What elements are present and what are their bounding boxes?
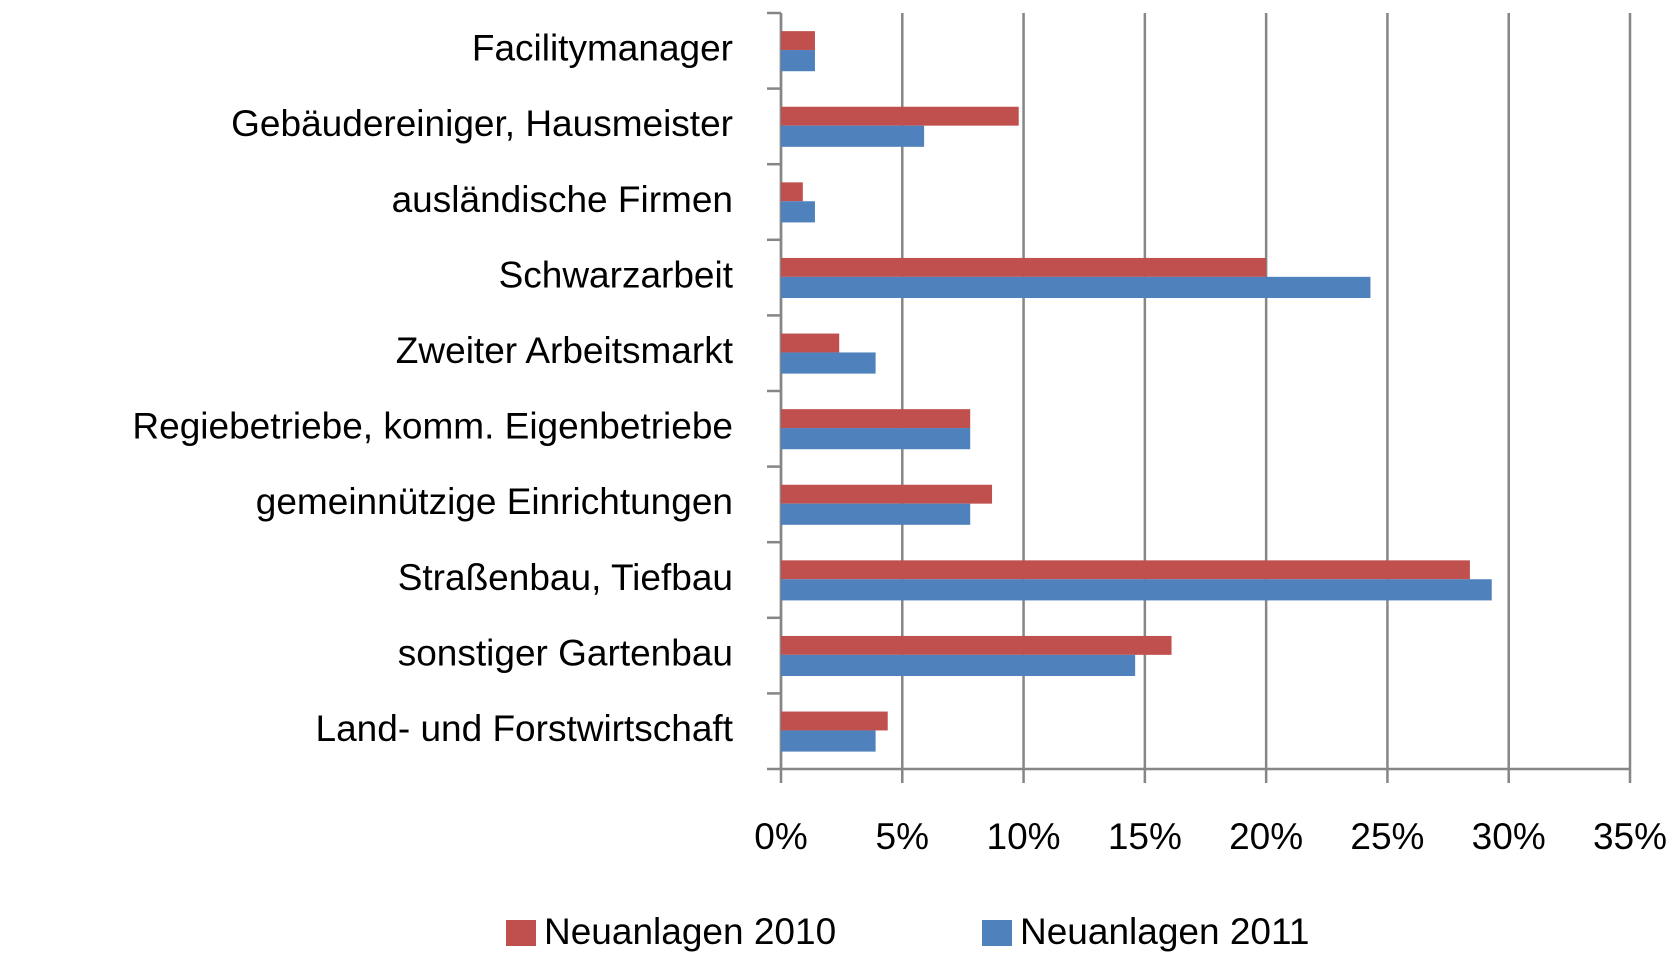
x-tick-label: 20%	[1229, 816, 1303, 857]
y-tick-label: Regiebetriebe, komm. Eigenbetriebe	[132, 406, 733, 447]
bar	[781, 50, 815, 72]
bar	[781, 106, 1019, 126]
bar	[781, 352, 876, 374]
bar	[781, 333, 840, 353]
y-tick-label: Zweiter Arbeitsmarkt	[396, 330, 734, 371]
bar	[781, 125, 925, 147]
x-tick-label: 25%	[1350, 816, 1424, 857]
legend-label: Neuanlagen 2010	[544, 911, 836, 952]
y-tick-label: Land- und Forstwirtschaft	[316, 708, 734, 749]
bar	[781, 201, 815, 223]
bar	[781, 711, 888, 731]
x-tick-label: 5%	[876, 816, 929, 857]
x-tick-label: 10%	[987, 816, 1061, 857]
legend-swatch	[506, 920, 536, 946]
y-tick-label: Gebäudereiniger, Hausmeister	[231, 103, 733, 144]
x-tick-label: 0%	[754, 816, 807, 857]
legend-swatch	[982, 920, 1012, 946]
x-tick-label: 30%	[1472, 816, 1546, 857]
bar	[781, 182, 803, 202]
x-tick-label: 15%	[1108, 816, 1182, 857]
y-tick-label: Schwarzarbeit	[499, 254, 734, 295]
bar	[781, 635, 1172, 655]
x-tick-label: 35%	[1593, 816, 1667, 857]
bar	[781, 730, 876, 752]
legend-label: Neuanlagen 2011	[1020, 911, 1309, 952]
bar	[781, 428, 971, 450]
y-tick-label: gemeinnützige Einrichtungen	[256, 481, 733, 522]
bar	[781, 560, 1470, 580]
bar	[781, 257, 1267, 277]
bar	[781, 654, 1136, 677]
bar	[781, 409, 971, 429]
y-tick-label: Straßenbau, Tiefbau	[398, 557, 733, 598]
bar	[781, 484, 993, 504]
bar	[781, 503, 971, 525]
y-tick-label: Facilitymanager	[472, 28, 733, 69]
bar	[781, 579, 1492, 601]
bar	[781, 31, 815, 51]
y-tick-label: sonstiger Gartenbau	[398, 632, 733, 673]
y-tick-label: ausländische Firmen	[392, 179, 733, 220]
bar	[781, 276, 1371, 299]
